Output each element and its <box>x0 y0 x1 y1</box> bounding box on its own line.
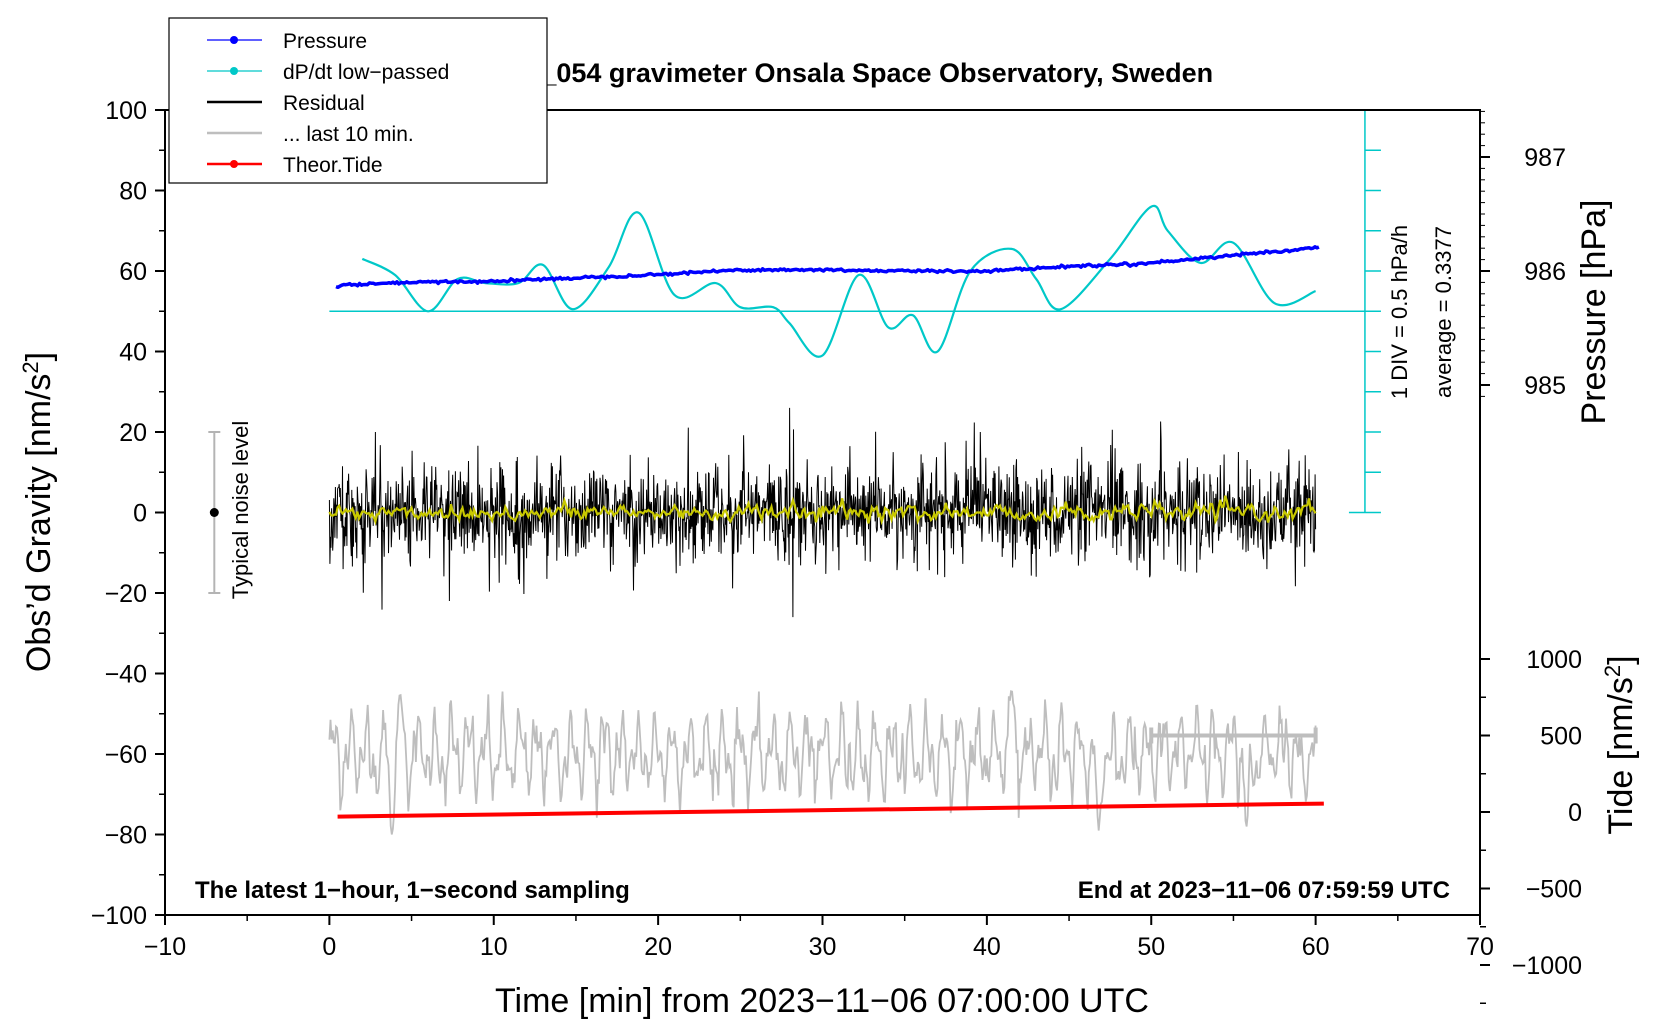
legend-label-tide: Theor.Tide <box>283 154 383 177</box>
x-tick-label: 60 <box>1302 933 1330 961</box>
x-axis-title: Time [min] from 2023−11−06 07:00:00 UTC <box>495 982 1149 1020</box>
x-tick-label: 50 <box>1137 933 1165 961</box>
legend-label-pressure: Pressure <box>283 30 367 53</box>
legend: Pressure dP/dt low−passed Residual ... l… <box>169 18 547 183</box>
y-axis-title-left: Obs’d Gravity [nm/s2] <box>18 352 58 672</box>
x-tick-label: 40 <box>973 933 1001 961</box>
x-tick-label: 70 <box>1466 933 1494 961</box>
x-tick-label: 10 <box>480 933 508 961</box>
y-axis-title-tide-end: ] <box>1602 655 1640 664</box>
y-tick-label: 60 <box>119 258 147 286</box>
tide-tick-label: −500 <box>1526 876 1582 904</box>
y-tick-label: 20 <box>119 419 147 447</box>
x-tick-label: −10 <box>144 933 186 961</box>
chart: −10 0 10 20 30 40 50 60 70−100−80−60−40−20020406… <box>0 0 1660 1020</box>
tide-tick-label: 500 <box>1540 723 1582 751</box>
legend-swatch-dot <box>230 67 238 75</box>
y-axis-title-pressure: Pressure [hPa] <box>1575 200 1613 425</box>
scale-average-label: average = 0.3377 <box>1431 226 1456 398</box>
y-tick-label: −100 <box>91 902 147 930</box>
tide-tick-label: 1000 <box>1526 646 1582 674</box>
y-axis-title-tide: Tide [nm/s2] <box>1600 655 1640 834</box>
legend-label-residual: Residual <box>283 92 365 115</box>
y-tick-label: 100 <box>105 97 147 125</box>
legend-label-last10: ... last 10 min. <box>283 123 414 146</box>
chart-title: SCG_054 gravimeter Onsala Space Observat… <box>483 58 1213 88</box>
noise-point <box>210 508 219 517</box>
y-tick-label: 40 <box>119 339 147 367</box>
scale-div-label: 1 DIV = 0.5 hPa/h <box>1387 225 1412 399</box>
x-tick-label: 0 <box>322 933 336 961</box>
noise-level-label: Typical noise level <box>228 421 253 600</box>
y-tick-label: −40 <box>105 661 147 689</box>
legend-swatch-dot <box>230 36 238 44</box>
pressure-tick-label: 987 <box>1524 144 1566 172</box>
legend-swatch-dot <box>230 160 238 168</box>
end-time-note: End at 2023−11−06 07:59:59 UTC <box>1078 877 1450 904</box>
y-axis-title-tide-sup: 2 <box>1600 665 1625 677</box>
y-tick-label: −80 <box>105 822 147 850</box>
x-tick-label: 20 <box>644 933 672 961</box>
x-tick-label: 30 <box>809 933 837 961</box>
y-tick-label: −20 <box>105 580 147 608</box>
y-axis-title-tide-main: Tide [nm/s <box>1602 677 1640 834</box>
y-tick-label: 80 <box>119 178 147 206</box>
pressure-tick-label: 985 <box>1524 372 1566 400</box>
pressure-tick-label: 986 <box>1524 258 1566 286</box>
legend-label-dpdt: dP/dt low−passed <box>283 61 449 84</box>
y-tick-label: −60 <box>105 741 147 769</box>
y-axis-title-left-sup: 2 <box>18 361 43 373</box>
sampling-note: The latest 1−hour, 1−second sampling <box>195 877 630 904</box>
tide-tick-label: 0 <box>1568 799 1582 827</box>
y-axis-title-left-end: ] <box>20 352 58 361</box>
y-tick-label: 0 <box>133 500 147 528</box>
tide-tick-label: −1000 <box>1512 952 1582 980</box>
y-axis-title-left-main: Obs’d Gravity [nm/s <box>20 374 58 673</box>
